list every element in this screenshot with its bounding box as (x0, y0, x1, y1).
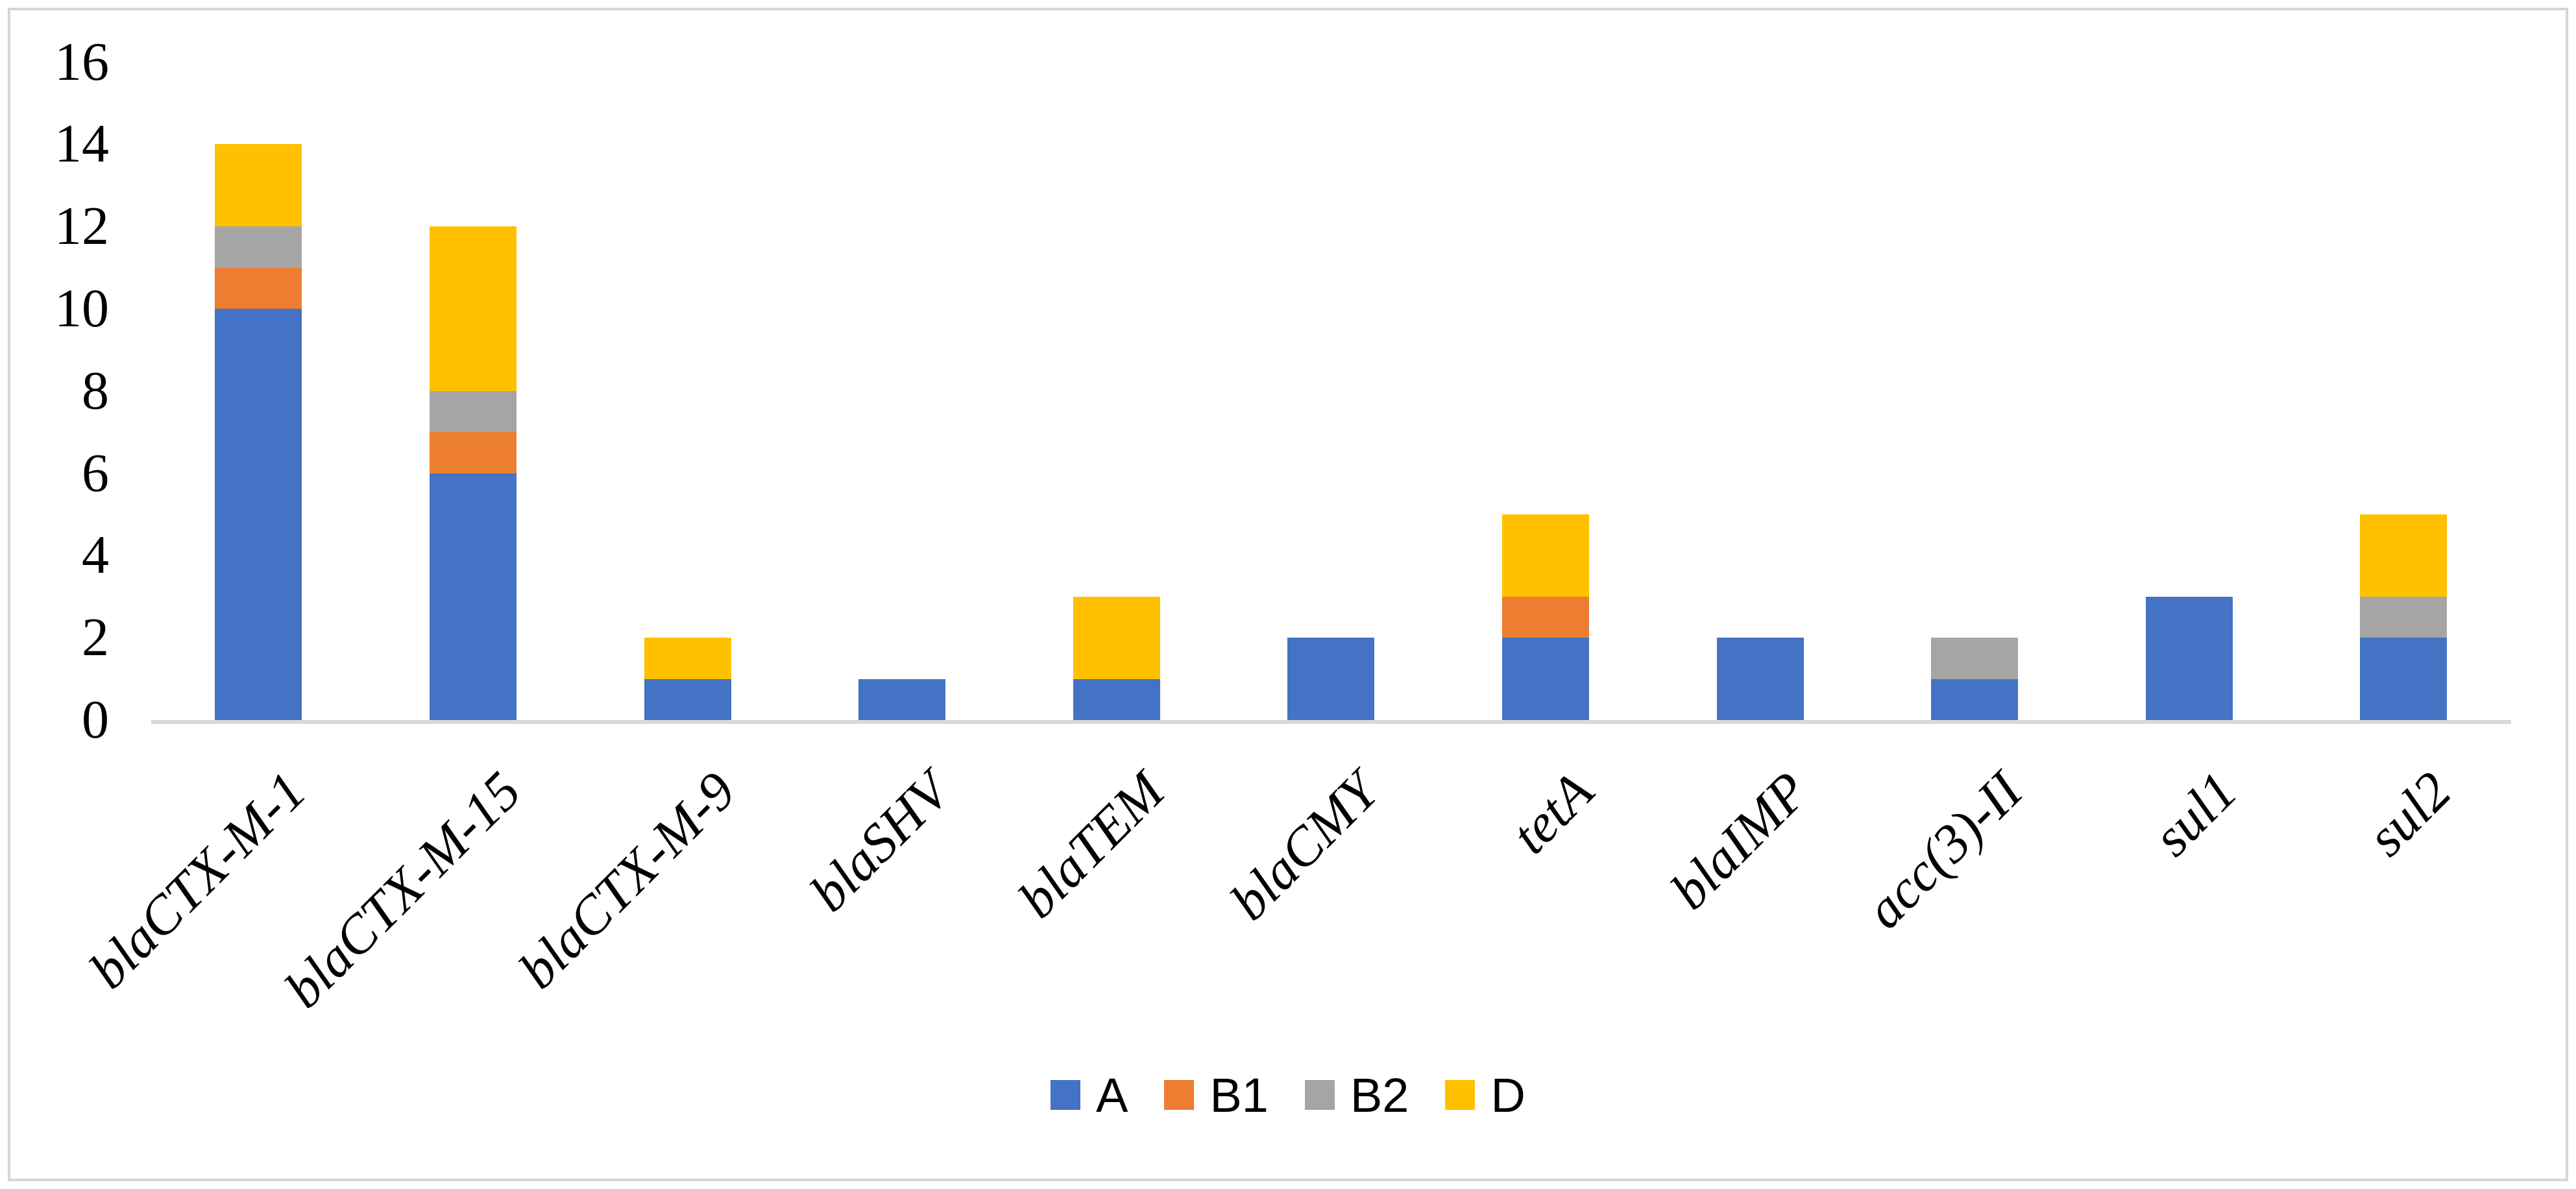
legend-item-A: A (1051, 1068, 1128, 1123)
legend-swatch-B2 (1304, 1080, 1335, 1110)
bar-segment-blaIMP-A (1716, 638, 1804, 720)
bar-segment-sul1-A (2145, 596, 2233, 720)
legend-item-D: D (1445, 1068, 1525, 1123)
legend-label-D: D (1490, 1068, 1525, 1122)
legend-item-B2: B2 (1304, 1068, 1409, 1123)
bar-segment-sul2-D (2360, 514, 2448, 597)
y-tick-label: 12 (55, 196, 109, 257)
legend-item-B1: B1 (1164, 1068, 1269, 1123)
legend-swatch-A (1051, 1080, 1081, 1110)
y-tick-label: 6 (82, 442, 109, 503)
bar-segment-tetA-B1 (1501, 596, 1589, 638)
bar-segment-blaCTX-M-1-B2 (215, 226, 302, 268)
legend-label-B2: B2 (1350, 1068, 1409, 1122)
y-tick-label: 0 (82, 690, 109, 750)
bar-segment-blaTEM-A (1073, 679, 1160, 720)
x-axis-line (151, 720, 2511, 724)
bar-segment-blaCTX-M-15-B1 (429, 432, 516, 474)
bar-segment-blaCTX-M-1-A (215, 309, 302, 720)
y-tick-label: 14 (55, 114, 109, 174)
chart-border-frame (8, 8, 2568, 1181)
bar-segment-blaCTX-M-9-A (644, 679, 731, 720)
bar-segment-tetA-A (1501, 638, 1589, 720)
bar-segment-blaCTX-M-9-D (644, 638, 731, 679)
bar-segment-sul2-A (2360, 638, 2448, 720)
legend-label-B1: B1 (1209, 1068, 1269, 1122)
bar-segment-blaCTX-M-1-D (215, 144, 302, 227)
legend-swatch-B1 (1164, 1080, 1195, 1110)
y-tick-label: 4 (82, 525, 109, 586)
legend-label-A: A (1096, 1068, 1128, 1122)
y-tick-label: 10 (55, 278, 109, 339)
bar-segment-blaTEM-D (1073, 596, 1160, 679)
bar-segment-blaCTX-M-15-A (429, 473, 516, 720)
legend-swatch-D (1445, 1080, 1476, 1110)
bar-segment-blaCTX-M-1-B1 (215, 267, 302, 309)
bar-segment-acc(3)-II-B2 (1931, 638, 2019, 679)
bar-segment-blaSHV-A (858, 679, 946, 720)
bar-segment-sul2-B2 (2360, 596, 2448, 638)
y-tick-label: 16 (55, 31, 109, 92)
bar-segment-acc(3)-II-A (1931, 679, 2019, 720)
bar-segment-blaCMY-A (1287, 638, 1375, 720)
legend: A B1 B2 D (0, 1068, 2576, 1123)
bar-segment-blaCTX-M-15-B2 (429, 390, 516, 433)
bar-segment-blaCTX-M-15-D (429, 226, 516, 391)
y-tick-label: 2 (82, 607, 109, 668)
y-tick-label: 8 (82, 360, 109, 421)
bar-segment-tetA-D (1501, 514, 1589, 597)
